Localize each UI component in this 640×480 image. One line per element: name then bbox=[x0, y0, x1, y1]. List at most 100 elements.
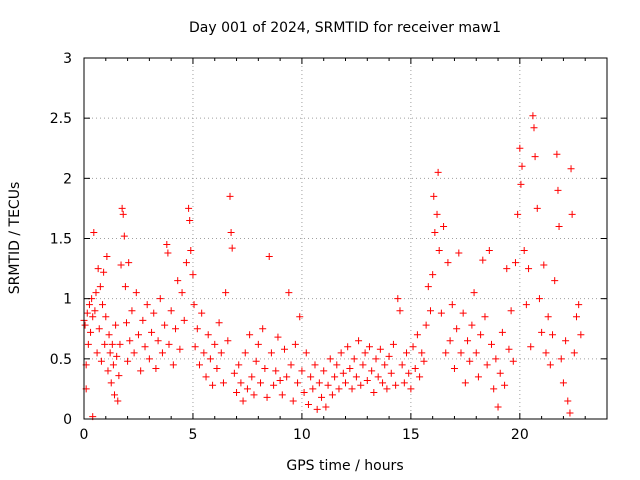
data-point bbox=[455, 249, 463, 257]
data-point bbox=[559, 379, 567, 387]
data-point bbox=[313, 405, 321, 413]
data-point bbox=[125, 259, 133, 267]
data-point bbox=[468, 321, 476, 329]
data-point bbox=[430, 192, 438, 200]
data-point bbox=[507, 307, 515, 315]
data-point bbox=[254, 340, 262, 348]
data-point bbox=[90, 228, 98, 236]
data-points bbox=[80, 112, 585, 421]
data-point bbox=[259, 325, 267, 333]
data-point bbox=[411, 364, 419, 372]
data-point bbox=[174, 277, 182, 285]
data-point bbox=[202, 373, 210, 381]
data-point bbox=[103, 253, 111, 261]
data-point bbox=[440, 222, 448, 230]
data-point bbox=[100, 268, 108, 276]
data-point bbox=[318, 393, 326, 401]
data-point bbox=[355, 337, 363, 345]
data-point bbox=[154, 337, 162, 345]
data-point bbox=[289, 397, 297, 405]
x-tick-label: 0 bbox=[80, 427, 89, 443]
data-point bbox=[141, 343, 149, 351]
data-point bbox=[161, 321, 169, 329]
data-point bbox=[346, 364, 354, 372]
data-point bbox=[152, 364, 160, 372]
data-point bbox=[470, 289, 478, 297]
data-point bbox=[324, 381, 332, 389]
data-point bbox=[180, 316, 188, 324]
data-point bbox=[114, 397, 122, 405]
data-point bbox=[389, 340, 397, 348]
data-point bbox=[193, 325, 201, 333]
data-point bbox=[85, 301, 93, 309]
data-point bbox=[446, 337, 454, 345]
data-point bbox=[416, 373, 424, 381]
data-point bbox=[535, 295, 543, 303]
data-point bbox=[126, 337, 134, 345]
data-point bbox=[217, 349, 225, 357]
data-point bbox=[337, 349, 345, 357]
data-point bbox=[285, 289, 293, 297]
data-point bbox=[156, 295, 164, 303]
data-point bbox=[81, 321, 89, 329]
data-point bbox=[92, 289, 100, 297]
data-point bbox=[363, 376, 371, 384]
data-point bbox=[304, 401, 312, 409]
data-point bbox=[472, 349, 480, 357]
data-point bbox=[121, 283, 129, 291]
data-point bbox=[575, 301, 583, 309]
data-point bbox=[119, 210, 127, 218]
data-point bbox=[398, 361, 406, 369]
data-point bbox=[84, 340, 92, 348]
data-point bbox=[328, 391, 336, 399]
data-point bbox=[461, 379, 469, 387]
data-point bbox=[167, 307, 175, 315]
data-point bbox=[546, 361, 554, 369]
data-point bbox=[409, 343, 417, 351]
data-point bbox=[483, 361, 491, 369]
data-point bbox=[150, 309, 158, 317]
data-point bbox=[466, 357, 474, 365]
data-point bbox=[542, 349, 550, 357]
y-tick-label: 2.5 bbox=[50, 111, 72, 127]
data-point bbox=[128, 307, 136, 315]
data-point bbox=[525, 265, 533, 273]
data-point bbox=[130, 349, 138, 357]
data-point bbox=[122, 319, 130, 327]
data-point bbox=[383, 385, 391, 393]
data-point bbox=[566, 409, 574, 417]
data-point bbox=[178, 289, 186, 297]
data-point bbox=[120, 232, 128, 240]
y-tick-label: 1.5 bbox=[50, 232, 72, 248]
data-point bbox=[531, 153, 539, 161]
data-point bbox=[198, 309, 206, 317]
data-point bbox=[195, 361, 203, 369]
data-point bbox=[116, 340, 124, 348]
data-point bbox=[479, 256, 487, 264]
data-point bbox=[514, 210, 522, 218]
data-point bbox=[426, 307, 434, 315]
data-point bbox=[252, 357, 260, 365]
data-point bbox=[91, 307, 99, 315]
data-point bbox=[265, 253, 273, 261]
data-point bbox=[392, 381, 400, 389]
data-point bbox=[544, 313, 552, 321]
data-point bbox=[294, 379, 302, 387]
y-tick-label: 2 bbox=[63, 171, 72, 187]
data-point bbox=[270, 381, 278, 389]
data-point bbox=[274, 333, 282, 341]
data-point bbox=[517, 180, 525, 188]
data-point bbox=[387, 369, 395, 377]
data-point bbox=[572, 313, 580, 321]
data-point bbox=[276, 376, 284, 384]
data-point bbox=[533, 204, 541, 212]
y-tick-label: 0.5 bbox=[50, 352, 72, 368]
y-axis-label: SRMTID / TECUs bbox=[7, 182, 23, 295]
data-point bbox=[442, 349, 450, 357]
x-tick-labels: 0 5 10 15 20 bbox=[80, 427, 529, 443]
data-point bbox=[326, 355, 334, 363]
data-point bbox=[108, 340, 116, 348]
y-tick-label: 1 bbox=[63, 292, 72, 308]
data-point bbox=[106, 349, 114, 357]
data-point bbox=[368, 367, 376, 375]
